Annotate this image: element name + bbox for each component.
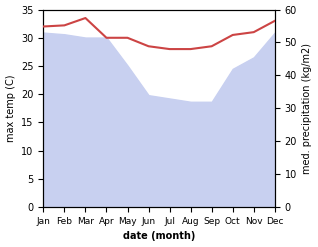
- Y-axis label: max temp (C): max temp (C): [5, 75, 16, 142]
- Y-axis label: med. precipitation (kg/m2): med. precipitation (kg/m2): [302, 43, 313, 174]
- X-axis label: date (month): date (month): [123, 231, 195, 242]
